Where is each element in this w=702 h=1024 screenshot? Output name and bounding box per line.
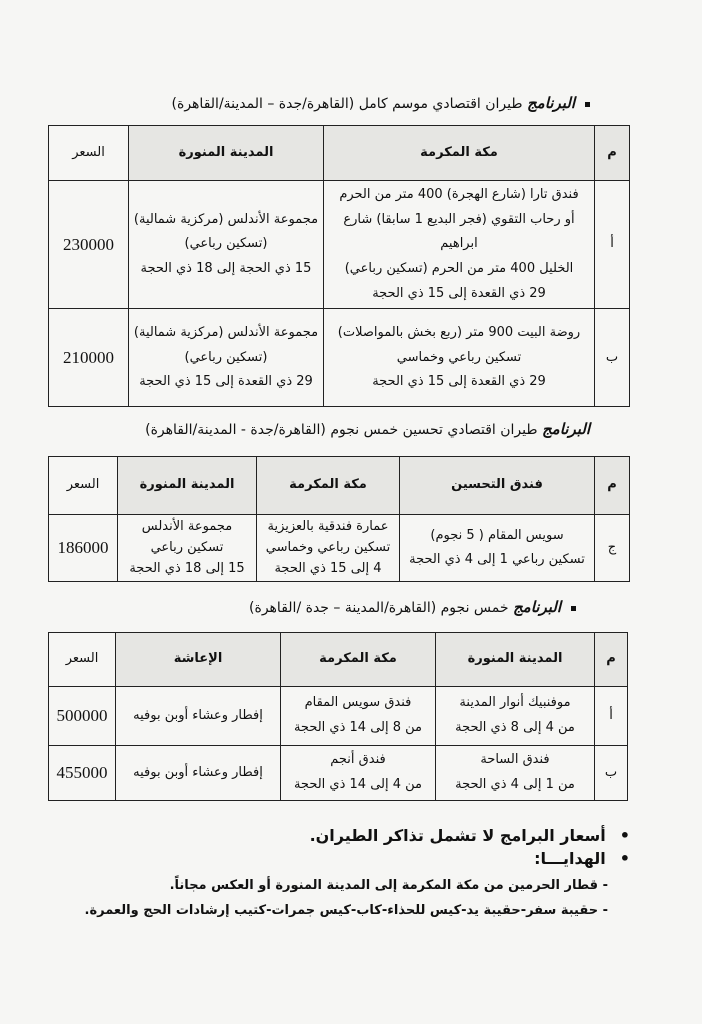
table-row: ب فندق الساحة من 1 إلى 4 ذي الحجة فندق أن… xyxy=(48,745,628,801)
notes: أسعار البرامج لا تشمل تذاكر الطيران. اله… xyxy=(85,822,630,918)
cell-makkah: فندق تارا (شارع الهجرة) 400 متر من الحرم… xyxy=(323,179,595,310)
cell-makkah: روضة البيت 900 متر (ربع بخش بالمواصلات) ت… xyxy=(323,308,595,408)
table-row: ب روضة البيت 900 متر (ربع بخش بالمواصلات… xyxy=(48,308,630,408)
header-makkah: مكة المكرمة xyxy=(323,125,595,181)
cell-price: 500000 xyxy=(48,686,116,746)
cell-madina: فندق الساحة من 1 إلى 4 ذي الحجة xyxy=(435,745,595,801)
header-madina: المدينة المنورة xyxy=(117,456,257,515)
cell-m: ب xyxy=(594,308,630,408)
bullet-square-icon xyxy=(585,101,590,107)
cell-madina: مجموعة الأندلس (مركزية شمالية) (تسكين ربا… xyxy=(128,179,324,310)
title-bold: البرنامج xyxy=(541,420,590,438)
header-price: السعر xyxy=(48,125,129,181)
note-no-flights: أسعار البرامج لا تشمل تذاكر الطيران. xyxy=(85,826,630,845)
header-m: م xyxy=(594,125,630,181)
bullet-square-icon xyxy=(571,605,576,611)
cell-makkah: فندق سويس المقام من 8 إلى 14 ذي الحجة xyxy=(280,686,436,746)
title-text: خمس نجوم (القاهرة/المدينة – جدة /القاهرة… xyxy=(249,600,509,616)
cell-food: إفطار وعشاء أوبن بوفيه xyxy=(115,745,281,801)
header-makkah: مكة المكرمة xyxy=(280,632,436,687)
title-text: طيران اقتصادي تحسين خمس نجوم (القاهرة/جد… xyxy=(145,422,538,438)
header-row: م فندق التحسين مكة المكرمة المدينة المنو… xyxy=(48,456,630,515)
gift-item: قطار الحرمين من مكة المكرمة إلى المدينة … xyxy=(85,878,608,893)
header-m: م xyxy=(594,456,630,515)
cell-madina: موفنبيك أنوار المدينة من 4 إلى 8 ذي الحجة xyxy=(435,686,595,746)
cell-m: ب xyxy=(594,745,628,801)
header-price: السعر xyxy=(48,456,118,515)
title-text: طيران اقتصادي موسم كامل (القاهرة/جدة – ا… xyxy=(171,96,523,112)
cell-m: أ xyxy=(594,179,630,310)
table-row: ج سويس المقام ( 5 نجوم) تسكين رباعي 1 إلى… xyxy=(48,513,630,583)
cell-madina: مجموعة الأندلس تسكين رباعي 15 إلى 18 ذي ال… xyxy=(117,513,257,583)
cell-hotel: سويس المقام ( 5 نجوم) تسكين رباعي 1 إلى 4… xyxy=(399,513,595,583)
cell-price: 186000 xyxy=(48,513,118,583)
header-food: الإعاشة xyxy=(115,632,281,687)
gift-item: حقيبة سفر-حقيبة يد-كيس للحذاء-كاب-كيس جم… xyxy=(85,903,608,918)
program2-title: البرنامج طيران اقتصادي تحسين خمس نجوم (ا… xyxy=(145,420,590,438)
table-row: أ فندق تارا (شارع الهجرة) 400 متر من الح… xyxy=(48,179,630,310)
header-madina: المدينة المنورة xyxy=(128,125,324,181)
header-row: م مكة المكرمة المدينة المنورة السعر xyxy=(48,125,630,181)
cell-makkah: عمارة فندقية بالعزيزية تسكين رباعي وخماسي… xyxy=(256,513,400,583)
cell-price: 210000 xyxy=(48,308,129,408)
table-row: أ موفنبيك أنوار المدينة من 4 إلى 8 ذي الح… xyxy=(48,686,628,746)
program3-table: م المدينة المنورة مكة المكرمة الإعاشة ال… xyxy=(48,632,628,801)
header-hotel: فندق التحسين xyxy=(399,456,595,515)
cell-price: 230000 xyxy=(48,179,129,310)
title-bold: البرنامج xyxy=(526,94,575,112)
header-row: م المدينة المنورة مكة المكرمة الإعاشة ال… xyxy=(48,632,628,687)
program2-table: م فندق التحسين مكة المكرمة المدينة المنو… xyxy=(48,456,630,583)
header-madina: المدينة المنورة xyxy=(435,632,595,687)
cell-food: إفطار وعشاء أوبن بوفيه xyxy=(115,686,281,746)
header-makkah: مكة المكرمة xyxy=(256,456,400,515)
title-bold: البرنامج xyxy=(512,598,561,616)
cell-price: 455000 xyxy=(48,745,116,801)
cell-m: ج xyxy=(594,513,630,583)
cell-makkah: فندق أنجم من 4 إلى 14 ذي الحجة xyxy=(280,745,436,801)
program1-table: م مكة المكرمة المدينة المنورة السعر أ فن… xyxy=(48,125,630,408)
cell-m: أ xyxy=(594,686,628,746)
program3-title: البرنامج خمس نجوم (القاهرة/المدينة – جدة… xyxy=(249,598,576,616)
header-m: م xyxy=(594,632,628,687)
note-gifts-heading: الهدايـــا: xyxy=(85,849,630,868)
cell-madina: مجموعة الأندلس (مركزية شمالية) (تسكين ربا… xyxy=(128,308,324,408)
program1-title: البرنامج طيران اقتصادي موسم كامل (القاهر… xyxy=(172,94,590,112)
header-price: السعر xyxy=(48,632,116,687)
